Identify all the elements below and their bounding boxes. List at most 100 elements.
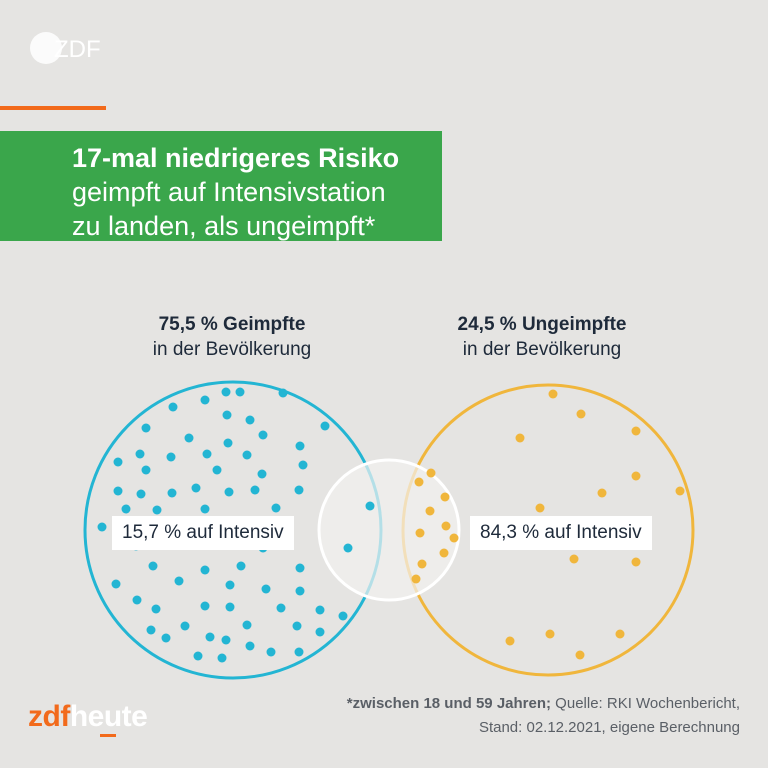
unvaccinated-dot xyxy=(535,503,545,513)
unvaccinated-dot xyxy=(417,559,427,569)
vaccinated-dot xyxy=(200,395,210,405)
vaccinated-label: 75,5 % Geimpfte in der Bevölkerung xyxy=(92,312,372,362)
vaccinated-dot xyxy=(278,388,288,398)
vaccinated-dot xyxy=(225,602,235,612)
headline-line-3: zu landen, als ungeimpft* xyxy=(72,211,376,241)
vaccinated-dot xyxy=(97,522,107,532)
vaccinated-dot xyxy=(200,565,210,575)
vaccinated-dot xyxy=(320,421,330,431)
unvaccinated-dots xyxy=(411,389,685,660)
vaccinated-dot xyxy=(202,449,212,459)
vaccinated-dot xyxy=(295,586,305,596)
zdfheute-underline xyxy=(100,734,116,737)
unvaccinated-dot xyxy=(505,636,515,646)
vaccinated-dot xyxy=(113,457,123,467)
unvaccinated-dot xyxy=(415,528,425,538)
vaccinated-dot xyxy=(242,620,252,630)
footnote-source: Quelle: RKI Wochenbericht, xyxy=(551,695,740,712)
vaccinated-share-label: 75,5 % Geimpfte xyxy=(158,314,306,335)
vaccinated-dot xyxy=(257,469,267,479)
vaccinated-dot xyxy=(365,501,375,511)
vaccinated-dot xyxy=(343,543,353,553)
unvaccinated-dot xyxy=(425,506,435,516)
vaccinated-dot xyxy=(221,387,231,397)
vaccinated-dot xyxy=(191,483,201,493)
vaccinated-dot xyxy=(174,576,184,586)
unvaccinated-dot xyxy=(441,521,451,531)
vaccinated-dot xyxy=(200,601,210,611)
zdfheute-logo: zdfheute xyxy=(28,700,148,734)
unvaccinated-dot xyxy=(675,486,685,496)
vaccinated-dot xyxy=(294,485,304,495)
vaccinated-dot xyxy=(168,402,178,412)
vaccinated-dot xyxy=(235,387,245,397)
zdfheute-logo-heute: heute xyxy=(69,700,148,733)
unvaccinated-sub-label: in der Bevölkerung xyxy=(462,339,622,360)
unvaccinated-dot xyxy=(440,492,450,502)
vaccinated-icu-label: 15,7 % auf Intensiv xyxy=(112,516,294,550)
vaccinated-dot xyxy=(148,561,158,571)
vaccinated-dot xyxy=(315,605,325,615)
vaccinated-dot xyxy=(141,465,151,475)
vaccinated-dot xyxy=(250,485,260,495)
vaccinated-dot xyxy=(224,487,234,497)
vaccinated-dot xyxy=(135,449,145,459)
unvaccinated-dot xyxy=(597,488,607,498)
vaccinated-dot xyxy=(242,450,252,460)
vaccinated-dot xyxy=(295,441,305,451)
vaccinated-dot xyxy=(151,604,161,614)
vaccinated-dot xyxy=(258,430,268,440)
unvaccinated-dot xyxy=(575,650,585,660)
unvaccinated-dot xyxy=(576,409,586,419)
vaccinated-dot xyxy=(121,504,131,514)
unvaccinated-dot xyxy=(545,629,555,639)
vaccinated-dot xyxy=(338,611,348,621)
vaccinated-dot xyxy=(152,505,162,515)
vaccinated-sub-label: in der Bevölkerung xyxy=(152,339,312,360)
unvaccinated-label: 24,5 % Ungeimpfte in der Bevölkerung xyxy=(402,312,682,362)
unvaccinated-dot xyxy=(439,548,449,558)
vaccinated-dot xyxy=(113,486,123,496)
footnote-date: Stand: 02.12.2021, eigene Berechnung xyxy=(478,719,740,736)
unvaccinated-dot xyxy=(615,629,625,639)
unvaccinated-dot xyxy=(631,471,641,481)
unvaccinated-dot xyxy=(631,426,641,436)
footnote: *zwischen 18 und 59 Jahren; Quelle: RKI … xyxy=(347,692,740,740)
vaccinated-dot xyxy=(245,641,255,651)
footnote-strong: *zwischen 18 und 59 Jahren; xyxy=(346,695,552,712)
vaccinated-dot xyxy=(266,647,276,657)
headline-line-1: 17-mal niedrigeres Risiko xyxy=(72,143,400,173)
vaccinated-dot xyxy=(146,625,156,635)
zdf-logo: ZDF xyxy=(30,32,101,64)
unvaccinated-dot xyxy=(631,557,641,567)
accent-rule xyxy=(0,106,106,110)
vaccinated-dot xyxy=(295,563,305,573)
vaccinated-dot xyxy=(200,504,210,514)
vaccinated-dot xyxy=(161,633,171,643)
vaccinated-dot xyxy=(111,579,121,589)
unvaccinated-icu-label: 84,3 % auf Intensiv xyxy=(470,516,652,550)
vaccinated-dot xyxy=(180,621,190,631)
vaccinated-dot xyxy=(315,627,325,637)
unvaccinated-dot xyxy=(548,389,558,399)
vaccinated-dot xyxy=(298,460,308,470)
unvaccinated-dot xyxy=(449,533,459,543)
vaccinated-dot xyxy=(271,503,281,513)
vaccinated-dot xyxy=(217,653,227,663)
unvaccinated-dot xyxy=(515,433,525,443)
vaccinated-dot xyxy=(167,488,177,498)
vaccinated-dot xyxy=(136,489,146,499)
vaccinated-dot xyxy=(225,580,235,590)
vaccinated-dot xyxy=(141,423,151,433)
vaccinated-dot xyxy=(222,410,232,420)
vaccinated-dot xyxy=(292,621,302,631)
vaccinated-dots xyxy=(97,387,375,663)
vaccinated-dot xyxy=(193,651,203,661)
icu-circle xyxy=(317,458,461,602)
zdf-logo-text: ZDF xyxy=(54,36,101,63)
vaccinated-dot xyxy=(276,603,286,613)
vaccinated-dot xyxy=(236,561,246,571)
vaccinated-dot xyxy=(212,465,222,475)
unvaccinated-dot xyxy=(411,574,421,584)
